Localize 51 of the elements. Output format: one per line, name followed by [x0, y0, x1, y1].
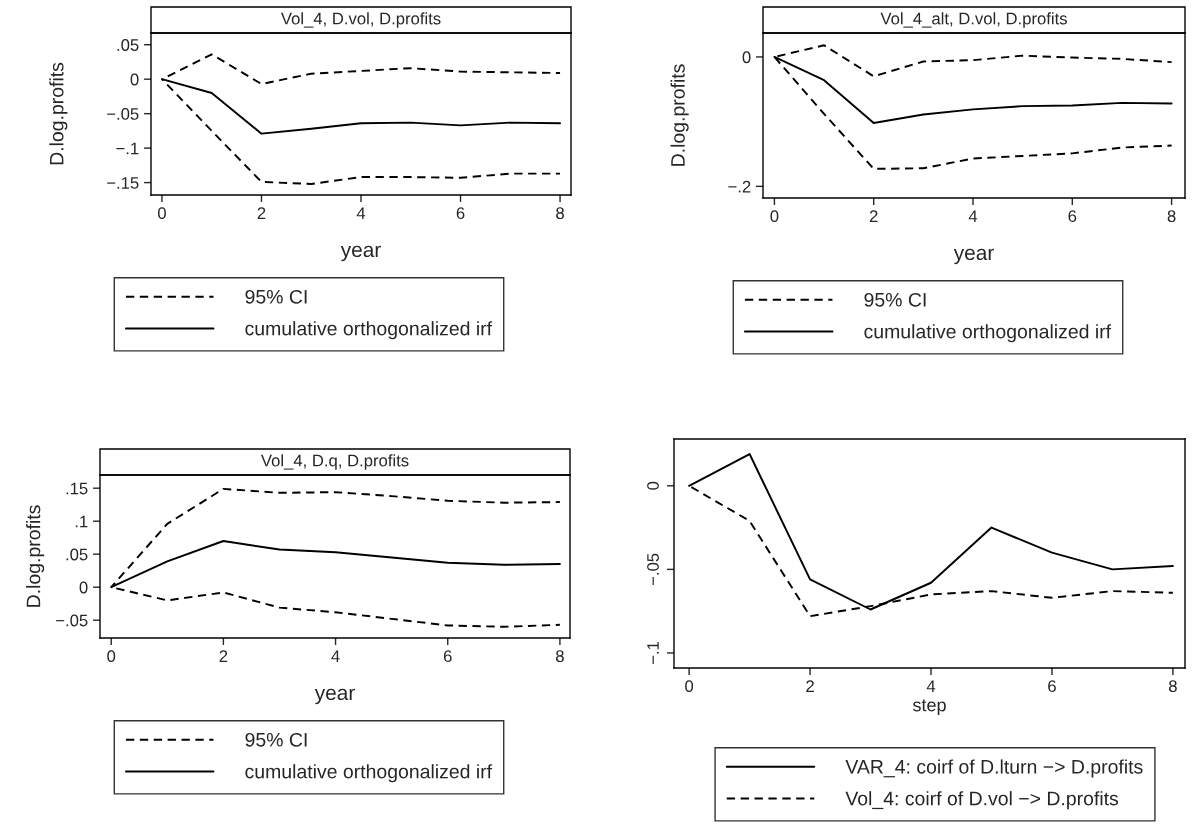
x-tick-label: 8 — [1169, 680, 1177, 693]
x-tick-label: 8 — [556, 207, 564, 220]
y-tick-label: .15 — [66, 482, 88, 495]
x-tick-label: 4 — [968, 210, 978, 222]
x-tick-label: 8 — [1167, 210, 1176, 223]
x-axis-title: year — [314, 688, 355, 705]
x-tick-label: 6 — [456, 207, 465, 220]
x-tick-label: 2 — [257, 207, 266, 219]
y-axis-title: D.log.profits — [49, 62, 68, 165]
y-tick-label: −.15 — [107, 177, 139, 189]
chart-title: Vol_4_alt, D.vol, D.profits — [880, 12, 1067, 28]
legend-label: 95% CI — [864, 292, 926, 307]
x-tick-label: 2 — [806, 680, 814, 692]
x-tick-label: 8 — [555, 650, 564, 663]
y-tick-label: −.1 — [647, 641, 659, 664]
x-tick-label: 0 — [770, 210, 779, 223]
x-tick-label: 0 — [685, 680, 694, 693]
y-tick-label: −.2 — [728, 180, 751, 193]
legend-label: cumulative orthogonalized irf — [245, 764, 493, 783]
x-tick-label: 0 — [157, 207, 166, 220]
legend-label: cumulative orthogonalized irf — [245, 321, 493, 340]
y-tick-label: .05 — [117, 39, 139, 51]
legend-label: VAR_4: coirf of D.lturn −> D.profits — [845, 759, 1143, 778]
y-tick-label: −.05 — [647, 553, 659, 586]
legend-label: cumulative orthogonalized irf — [864, 324, 1112, 343]
y-tick-label: −.05 — [56, 614, 88, 627]
x-tick-label: 6 — [1068, 210, 1077, 223]
x-tick-label: 6 — [443, 650, 452, 663]
legend-label: 95% CI — [245, 289, 307, 304]
x-tick-label: 2 — [869, 210, 878, 222]
x-tick-label: 4 — [926, 680, 936, 692]
y-tick-label: .1 — [75, 515, 88, 528]
y-tick-label: 0 — [79, 581, 88, 594]
legend-label: Vol_4: coirf of D.vol −> D.profits — [845, 791, 1119, 810]
y-axis-title: D.log.profits — [26, 505, 45, 607]
y-axis-title: D.log.profits — [670, 64, 689, 166]
x-tick-label: 2 — [219, 650, 228, 662]
x-tick-label: 4 — [331, 650, 340, 662]
y-tick-label: −.05 — [107, 108, 139, 120]
x-axis-title: step — [912, 699, 946, 715]
y-tick-label: −.1 — [116, 142, 139, 155]
x-tick-label: 6 — [1048, 680, 1056, 693]
x-axis-title: year — [340, 245, 381, 262]
y-tick-label: .05 — [66, 548, 88, 561]
y-tick-label: 0 — [130, 73, 139, 86]
chart-title: Vol_4, D.vol, D.profits — [280, 12, 441, 28]
legend-label: 95% CI — [245, 732, 307, 747]
x-axis-title: year — [953, 248, 994, 265]
y-tick-label: 0 — [647, 481, 659, 490]
chart-title: Vol_4, D.q, D.profits — [260, 454, 409, 470]
x-tick-label: 4 — [356, 207, 366, 219]
